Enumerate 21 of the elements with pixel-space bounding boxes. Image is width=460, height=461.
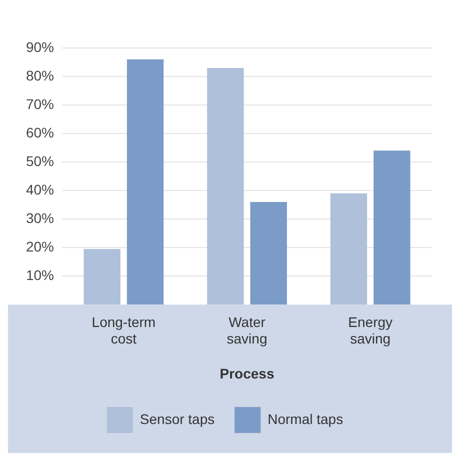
x-tick-label: Energy saving bbox=[348, 314, 393, 347]
y-tick-label: 20% bbox=[26, 238, 54, 254]
x-tick-label: Long-term cost bbox=[92, 314, 156, 347]
y-tick-label: 10% bbox=[26, 266, 54, 283]
bar bbox=[330, 193, 368, 305]
bar bbox=[374, 150, 410, 305]
bar bbox=[207, 68, 244, 305]
y-tick-label: 90% bbox=[26, 38, 54, 55]
x-axis-title: Process bbox=[220, 365, 274, 382]
legend-label: Sensor taps bbox=[140, 410, 215, 427]
legend-label: Normal taps bbox=[268, 410, 344, 427]
bar bbox=[250, 202, 287, 305]
y-tick-label: 60% bbox=[26, 124, 54, 140]
y-tick-label: 40% bbox=[26, 181, 54, 198]
bar bbox=[84, 249, 120, 305]
y-tick-label: 70% bbox=[26, 96, 54, 112]
y-tick-label: 50% bbox=[26, 152, 54, 169]
y-tick-label: 80% bbox=[26, 67, 54, 84]
y-tick-label: 30% bbox=[26, 210, 54, 226]
x-tick-label: Water saving bbox=[226, 314, 268, 347]
bar bbox=[126, 59, 164, 305]
